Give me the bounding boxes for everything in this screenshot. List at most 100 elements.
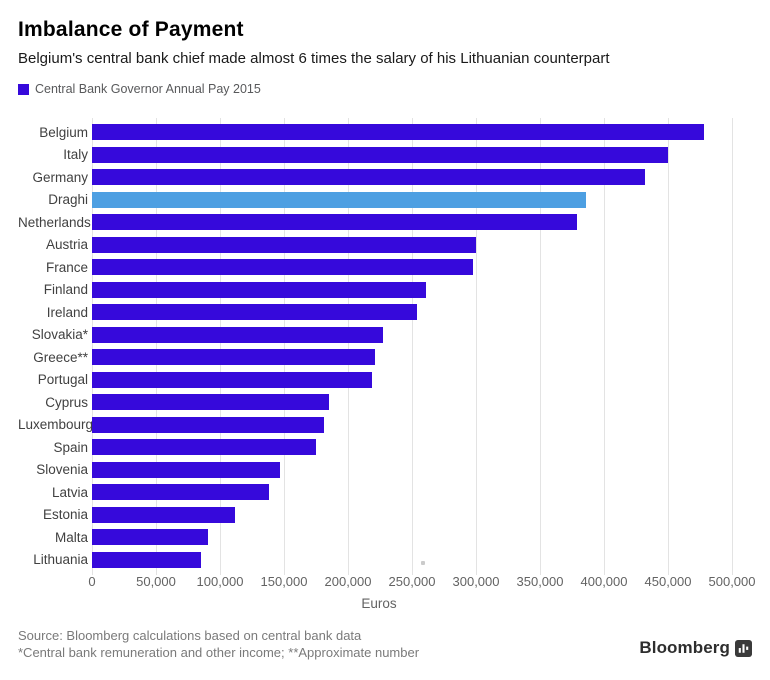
bar-track [92,484,732,501]
bar [92,259,474,276]
x-tick-label: 500,000 [708,574,756,589]
bar [92,191,587,208]
bar [92,124,704,141]
category-label: Netherlands [18,214,91,230]
category-label: Draghi [48,192,88,208]
category-label: Cyprus [45,394,88,410]
category-label: Italy [63,147,88,163]
bar-row: Lithuania [18,549,752,572]
bar-track [92,281,732,298]
bar [92,506,236,523]
bloomberg-wordmark: Bloomberg [639,638,730,657]
legend: Central Bank Governor Annual Pay 2015 [18,82,261,96]
bar [92,551,201,568]
bar-track [92,214,732,231]
bar-row: Greece** [18,346,752,369]
category-label: Austria [45,237,88,253]
bar-row: Germany [18,166,752,189]
x-tick-label: 200,000 [324,574,372,589]
bar [92,146,668,163]
category-label: Latvia [51,484,88,500]
chart-title: Imbalance of Payment [18,18,244,41]
x-tick-label: 450,000 [644,574,692,589]
bar-track [92,304,732,321]
bar-row: Luxembourg [18,414,752,437]
bar-row: France [18,256,752,279]
x-tick-label: 350,000 [516,574,564,589]
category-label: Finland [43,282,88,298]
bar-track [92,439,732,456]
bar-row: Estonia [18,504,752,527]
category-label: Lithuania [33,552,88,568]
bar-row: Slovakia* [18,324,752,347]
bar-rows: Belgium Italy Germany Draghi Netherlands Aust… [18,121,752,571]
bar-track [92,416,732,433]
bar-row: Malta [18,526,752,549]
category-label: Portugal [37,372,88,388]
x-tick-label: 100,000 [196,574,244,589]
x-tick-label: 0 [88,574,96,589]
bar-row: Ireland [18,301,752,324]
bar-track [92,371,732,388]
x-axis: 0 50,000 100,000 150,000 200,000 250,000 300,0… [18,574,755,592]
chart-subtitle: Belgium's central bank chief made almost… [18,50,610,67]
bar [92,394,329,411]
x-tick-label: 300,000 [452,574,500,589]
bar [92,529,209,546]
bar-track [92,191,732,208]
category-label: Greece** [33,349,88,365]
bar [92,169,645,186]
footnotes: *Central bank remuneration and other inc… [18,645,420,660]
bar-track [92,124,732,141]
bar-row: Latvia [18,481,752,504]
bar-track [92,236,732,253]
bar [92,236,476,253]
bar [92,304,418,321]
category-label: Luxembourg [18,417,94,433]
bar-row: Finland [18,279,752,302]
bar-track [92,551,732,568]
category-label: Belgium [39,124,88,140]
bar-track [92,461,732,478]
watermark-artifact [421,561,425,565]
bar-chart: Belgium Italy Germany Draghi Netherlands Aust… [18,118,752,575]
bar-row: Cyprus [18,391,752,414]
x-tick-label: 250,000 [388,574,436,589]
bar [92,349,375,366]
bar-track [92,529,732,546]
bar-track [92,506,732,523]
bar-track [92,146,732,163]
category-label: France [45,259,88,275]
bloomberg-logo: Bloomberg [639,638,752,658]
bar-track [92,169,732,186]
x-tick-label: 50,000 [136,574,176,589]
bar-track [92,326,732,343]
legend-swatch [18,83,29,95]
bar-row: Portugal [18,369,752,392]
category-label: Malta [54,529,88,545]
bar-row: Netherlands [18,211,752,234]
bar [92,281,427,298]
bar [92,214,578,231]
bar [92,371,373,388]
category-label: Slovenia [36,462,88,478]
bar-row: Italy [18,144,752,167]
bar-row: Slovenia [18,459,752,482]
category-label: Estonia [42,507,88,523]
bar-track [92,259,732,276]
x-tick-label: 150,000 [260,574,308,589]
bar [92,439,316,456]
x-axis-title: Euros [361,596,397,611]
bar-track [92,349,732,366]
legend-label: Central Bank Governor Annual Pay 2015 [35,82,261,96]
bar-track [92,394,732,411]
bar-row: Spain [18,436,752,459]
category-label: Germany [32,169,88,185]
bar [92,484,269,501]
bar [92,326,383,343]
category-label: Slovakia* [31,327,88,343]
bar-row: Draghi [18,189,752,212]
bar [92,461,281,478]
bar-row: Belgium [18,121,752,144]
category-label: Spain [53,439,88,455]
